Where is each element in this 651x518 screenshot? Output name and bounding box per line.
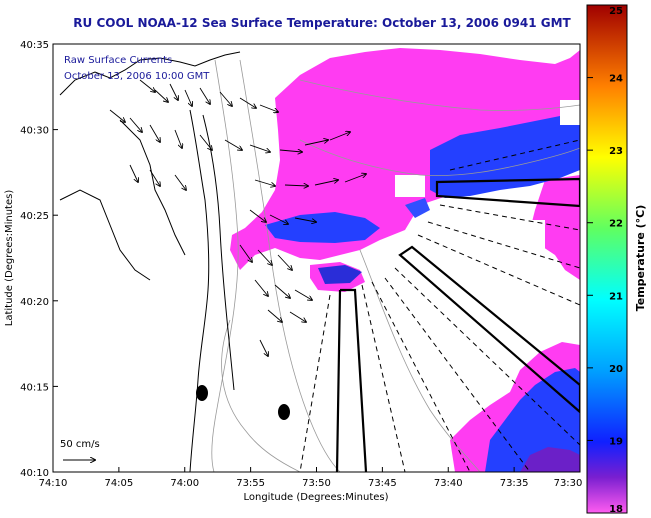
chart-title: RU COOL NOAA-12 Sea Surface Temperature:… — [73, 16, 571, 30]
colorbar-tick-label: 19 — [609, 436, 623, 447]
sst-blue-patch-mid — [318, 265, 362, 284]
cloud-gap-2 — [395, 175, 425, 197]
colorbar-tick-label: 18 — [609, 504, 623, 515]
survey-polygon-north — [435, 177, 580, 208]
x-axis-ticks: 74:10 74:05 74:00 73:55 73:50 73:45 73:40 73:35… — [39, 467, 583, 489]
colorbar-tick-label: 23 — [609, 146, 623, 157]
y-tick-label: 40:10 — [20, 468, 49, 479]
sst-blue-patch-west — [265, 212, 380, 243]
x-tick-label: 73:55 — [236, 478, 265, 489]
y-tick-label: 40:30 — [20, 126, 49, 137]
colorbar-ticks: 18 19 20 21 22 23 24 25 — [587, 4, 623, 515]
cloud-gap-3 — [475, 220, 545, 270]
cloud-gap-1 — [560, 100, 580, 125]
x-axis-label: Longitude (Degrees:Minutes) — [243, 492, 388, 503]
colorbar-gradient — [586, 4, 628, 514]
colorbar: 18 19 20 21 22 23 24 25 Temperature (°C) — [586, 4, 647, 515]
y-tick-label: 40:25 — [20, 211, 49, 222]
plot-area — [53, 44, 580, 472]
y-axis-label: Latitude (Degrees:Minutes) — [4, 190, 15, 327]
colorbar-label: Temperature (°C) — [634, 205, 647, 312]
sst-field — [230, 48, 580, 472]
survey-polygon-diagonal — [398, 245, 580, 414]
sst-blue-band — [430, 112, 580, 198]
x-tick-label: 74:05 — [104, 478, 133, 489]
colorbar-tick-label: 22 — [609, 219, 623, 230]
y-tick-label: 40:15 — [20, 382, 49, 393]
colorbar-tick-label: 21 — [609, 291, 623, 302]
survey-corridor — [335, 288, 368, 472]
x-tick-label: 73:40 — [434, 478, 463, 489]
y-tick-label: 40:20 — [20, 297, 49, 308]
colorbar-tick-label: 20 — [609, 364, 623, 375]
buoy-marker-east — [278, 404, 290, 420]
buoy-marker-west — [196, 385, 208, 401]
x-tick-label: 74:00 — [170, 478, 199, 489]
colorbar-tick-label: 24 — [609, 74, 623, 85]
x-tick-label: 73:35 — [500, 478, 529, 489]
bathymetry-contours — [211, 59, 580, 472]
x-tick-label: 73:30 — [554, 478, 583, 489]
survey-lines — [299, 139, 580, 472]
sst-blue-patch-small — [405, 198, 430, 218]
x-tick-label: 74:10 — [39, 478, 68, 489]
colorbar-tick-label: 25 — [609, 6, 623, 17]
sst-southeast-blue — [485, 368, 580, 472]
overlay-label-date: October 13, 2006 10:00 GMT — [64, 71, 210, 82]
y-axis-ticks: 40:35 40:30 40:25 40:20 40:15 40:10 — [20, 40, 58, 479]
sst-right-strip — [530, 175, 580, 280]
y-tick-label: 40:35 — [20, 40, 49, 51]
coastline — [59, 51, 241, 472]
x-tick-label: 73:50 — [302, 478, 331, 489]
x-tick-label: 73:45 — [368, 478, 397, 489]
sst-southeast-purple — [520, 447, 580, 472]
scale-label: 50 cm/s — [60, 439, 100, 450]
current-vectors — [109, 79, 366, 356]
overlay-label-currents: Raw Surface Currents — [64, 55, 172, 66]
